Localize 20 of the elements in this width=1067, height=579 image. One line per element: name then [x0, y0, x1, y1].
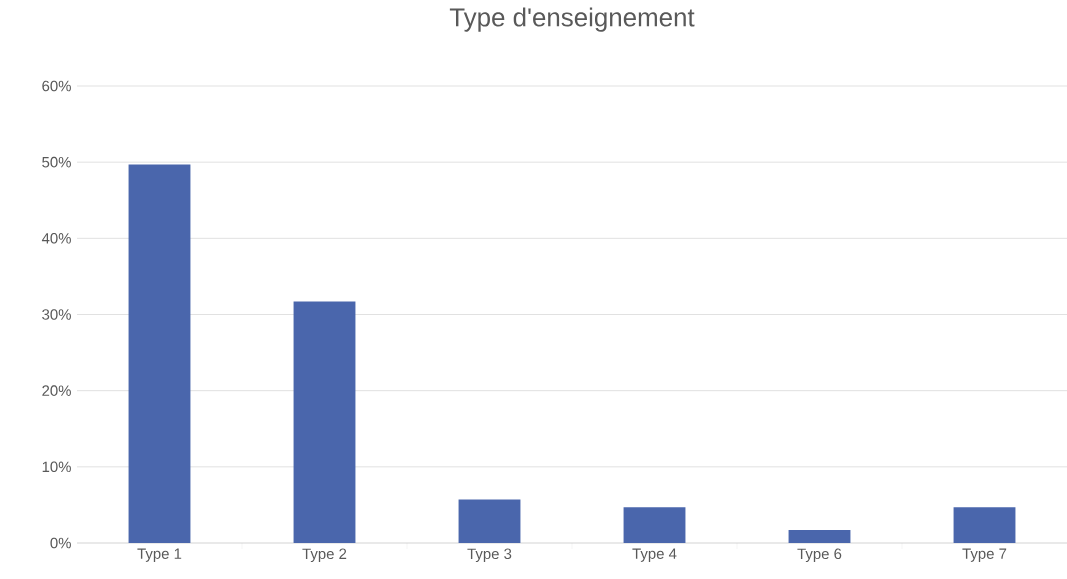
bar [953, 507, 1016, 543]
bar [458, 499, 521, 543]
y-tick-label: 30% [42, 309, 71, 320]
y-tick-label: 50% [42, 156, 71, 168]
x-tick-label: Type 7 [962, 548, 1007, 562]
x-tick-label: Type 4 [632, 548, 677, 562]
bar [623, 507, 686, 543]
chart-title: Type d'enseignement [449, 7, 695, 32]
y-tick-label: 60% [42, 80, 71, 92]
y-tick-label: 10% [42, 461, 71, 473]
y-tick-label: 40% [41, 233, 71, 244]
bar [293, 301, 356, 543]
x-tick-label: Type 2 [302, 548, 347, 563]
y-tick-label: 0% [50, 537, 71, 549]
bar [128, 164, 191, 543]
x-tick-label: Type 6 [797, 548, 842, 563]
bar [788, 530, 851, 543]
y-tick-label: 20% [42, 385, 71, 396]
x-tick-label: Type 3 [467, 548, 512, 563]
x-tick-label: Type 1 [137, 548, 182, 562]
